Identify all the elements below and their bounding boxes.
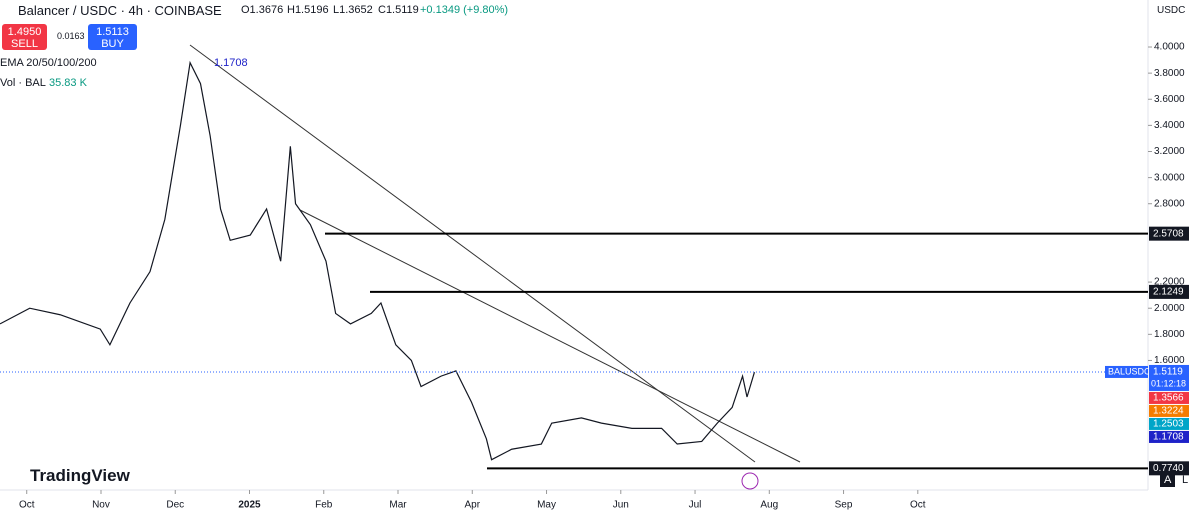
level-label: 2.5708 (1153, 228, 1184, 239)
ema-tag (1149, 404, 1189, 417)
ema-tag (1149, 417, 1189, 430)
ema-value: 1.1708 (214, 57, 248, 69)
spread: 0.0163 (57, 31, 85, 41)
y-tick-label: 3.4000 (1154, 120, 1185, 131)
y-tick-label: 4.0000 (1154, 42, 1185, 53)
price-name: BALUSDC (1108, 366, 1151, 376)
ema-label: 1.3566 (1153, 393, 1184, 404)
ohlc-low: L1.3652 (333, 4, 373, 16)
y-tick-label: 1.6000 (1154, 355, 1185, 366)
level-tag (1149, 226, 1189, 241)
countdown: 01:12:18 (1151, 378, 1186, 388)
y-tick-label: 1.8000 (1154, 329, 1185, 340)
y-tick-label: 2.0000 (1154, 303, 1185, 314)
sell-label: SELL (11, 38, 38, 50)
currency[interactable]: USDC (1157, 5, 1186, 16)
ema-tag (1149, 391, 1189, 404)
price-label: 1.5119 (1153, 367, 1183, 378)
x-tick-label: Oct (910, 500, 926, 511)
x-tick-label: May (537, 500, 556, 511)
x-tick-label: Apr (464, 500, 480, 511)
price-line (0, 60, 756, 461)
x-tick-label: 2025 (238, 500, 261, 511)
vol-legend[interactable]: Vol · BAL (0, 77, 46, 89)
x-tick-label: Jul (689, 500, 702, 511)
x-tick-label: Aug (760, 500, 778, 511)
x-tick-label: Sep (835, 500, 853, 511)
buy-label: BUY (101, 38, 124, 50)
level-tag (1149, 284, 1189, 299)
sell-button[interactable]: 1.4950 SELL (2, 24, 47, 50)
y-tick-label: 3.2000 (1154, 146, 1185, 157)
buy-button[interactable]: 1.5113 BUY (88, 24, 137, 50)
ema-label: 1.1708 (1153, 432, 1184, 443)
x-tick-label: Dec (166, 500, 184, 511)
ohlc-open: O1.3676 (241, 4, 284, 16)
price-tag (1149, 364, 1189, 391)
x-tick-label: Mar (389, 500, 407, 511)
ema-tag (1149, 430, 1189, 443)
symbol[interactable]: Balancer / USDC · 4h · COINBASE (18, 3, 222, 18)
x-tick-label: Jun (613, 500, 629, 511)
level-tag (1149, 461, 1189, 476)
ohlc-close: C1.5119 (378, 4, 419, 16)
log-scale[interactable]: L (1182, 474, 1189, 486)
ohlc-change: +0.1349 (+9.80%) (420, 4, 509, 16)
ema-label: 1.3224 (1153, 406, 1184, 417)
vol-value: 35.83 K (49, 77, 87, 89)
event-icon[interactable] (741, 472, 759, 490)
level-label: 0.7740 (1153, 463, 1184, 474)
sell-price: 1.4950 (7, 26, 42, 38)
trendline (299, 209, 801, 463)
x-tick-label: Feb (315, 500, 333, 511)
y-tick-label: 2.8000 (1154, 198, 1185, 209)
x-tick-label: Nov (92, 500, 110, 511)
y-tick-label: 3.8000 (1154, 68, 1185, 79)
logo: TradingView (30, 466, 130, 485)
x-tick-label: Oct (19, 500, 35, 511)
level-label: 2.1249 (1153, 287, 1184, 298)
y-tick-label: 2.2000 (1154, 277, 1185, 288)
ema-legend[interactable]: EMA 20/50/100/200 (0, 57, 97, 69)
y-tick-label: 3.0000 (1154, 172, 1185, 183)
ohlc-high: H1.5196 (287, 4, 329, 16)
ema-label: 1.2503 (1153, 419, 1184, 430)
trendline (189, 44, 756, 463)
auto-scale[interactable]: A (1160, 473, 1176, 487)
buy-price: 1.5113 (96, 26, 129, 38)
y-tick-label: 3.6000 (1154, 94, 1185, 105)
price-name-tag (1105, 365, 1148, 378)
